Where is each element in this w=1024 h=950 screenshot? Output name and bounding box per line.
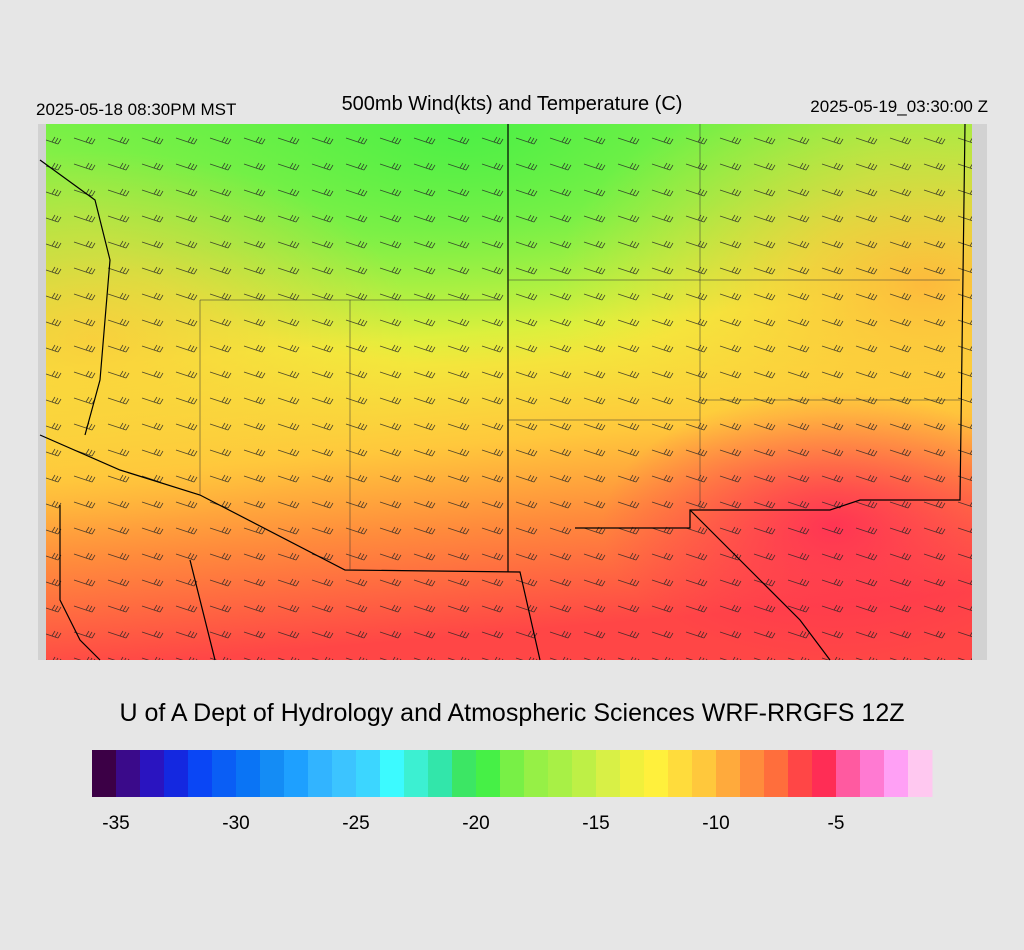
colorbar-swatch [404,750,429,797]
credit: U of A Dept of Hydrology and Atmospheric… [119,699,904,727]
colorbar-swatch [284,750,309,797]
colorbar-swatch [188,750,213,797]
colorbar-swatch [476,750,501,797]
colorbar-swatch [332,750,357,797]
colorbar-swatch [116,750,141,797]
colorbar-swatch [140,750,165,797]
colorbar-tick-label: -30 [222,813,249,834]
map-title: 500mb Wind(kts) and Temperature (C) [342,93,683,115]
state-lines [199,124,960,570]
colorbar-tick-label: -10 [702,813,729,834]
colorbar-swatch [764,750,789,797]
colorbar-swatch [740,750,765,797]
colorbar-swatch [452,750,477,797]
colorbar-swatch [836,750,861,797]
colorbar-swatch [716,750,741,797]
colorbar-tick-label: -35 [102,813,129,834]
colorbar-swatch [308,750,333,797]
colorbar-swatch [428,750,453,797]
colorbar-swatch [380,750,405,797]
colorbar-swatch [92,750,117,797]
colorbar-swatch [668,750,693,797]
colorbar-swatch [236,750,261,797]
map [38,123,987,661]
colorbar-swatch [260,750,285,797]
colorbar: -35 -30 -25 -20 -15 -10 -5 [92,750,933,834]
colorbar-tick-label: -25 [342,813,369,834]
colorbar-swatch [812,750,837,797]
colorbar-tick-label: -15 [582,813,609,834]
valid-time-utc: 2025-05-19_03:30:00 Z [810,97,988,116]
valid-time-local: 2025-05-18 08:30PM MST [36,100,236,119]
wind-barbs [46,124,972,660]
colorbar-swatch [524,750,549,797]
colorbar-swatch [860,750,885,797]
colorbar-swatch [884,750,909,797]
colorbar-swatch [908,750,933,797]
colorbar-swatch [212,750,237,797]
colorbar-swatch [644,750,669,797]
borders [39,123,966,661]
colorbar-swatch [620,750,645,797]
colorbar-tick-label: -20 [462,813,489,834]
colorbar-swatch [500,750,525,797]
colorbar-swatch [692,750,717,797]
colorbar-tick-label: -5 [828,813,845,834]
colorbar-swatch [548,750,573,797]
colorbar-swatch [572,750,597,797]
colorbar-swatch [164,750,189,797]
colorbar-swatch [356,750,381,797]
colorbar-swatch [596,750,621,797]
colorbar-swatch [788,750,813,797]
